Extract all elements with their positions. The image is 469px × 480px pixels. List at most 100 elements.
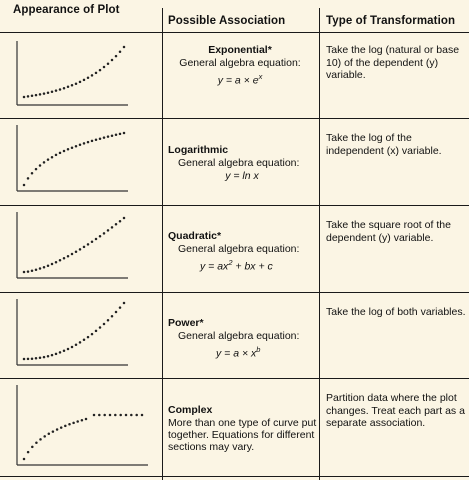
curve-dot: [102, 136, 106, 139]
curve-dot: [26, 177, 30, 180]
equation-text: y = ln x: [225, 170, 259, 182]
curve-dot: [62, 257, 66, 260]
curve-dot: [74, 144, 78, 148]
curve-dot: [22, 183, 26, 187]
curve-dot: [50, 90, 54, 93]
curve-dot: [94, 71, 98, 75]
equation-label: General algebra equation:: [178, 330, 300, 342]
curve-dot: [35, 441, 38, 445]
curve-dot: [50, 262, 54, 266]
curve-dot: [43, 435, 46, 438]
curve-dot: [82, 338, 86, 342]
curve-dot: [103, 413, 106, 417]
logarithmic-plot: [16, 125, 128, 192]
curve-dot: [66, 148, 70, 151]
curve-dot: [114, 54, 118, 58]
curve-dot: [122, 301, 126, 305]
curve-dot: [108, 413, 112, 417]
curve-dot: [72, 421, 75, 425]
table-bottom: [0, 476, 469, 477]
row-divider-1: [0, 118, 469, 119]
equation: y = a × xb: [168, 343, 322, 361]
curve-dot: [50, 155, 54, 159]
curve-dot: [64, 424, 67, 428]
curve-dot: [59, 426, 63, 429]
curve-dot: [119, 413, 122, 417]
equation-suffix: + bx + c: [232, 260, 273, 273]
curve-dot: [82, 142, 86, 145]
curve-dot: [122, 216, 126, 220]
curve-dot: [34, 93, 38, 97]
curve-dot: [34, 357, 38, 360]
curve-dot: [124, 413, 128, 417]
curve-dot: [78, 248, 82, 251]
table-row-complex: Complex More than one type of curve put …: [0, 379, 469, 476]
curve-dot: [98, 137, 102, 140]
curve-dot: [22, 270, 26, 274]
curve-dot: [68, 423, 71, 426]
transformation-text: Take the square root of the dependent (y…: [326, 219, 451, 244]
equation: y = ax2 + bx + c: [168, 256, 322, 274]
curve-dot: [90, 74, 94, 77]
curve-dot: [94, 329, 98, 333]
curve-dot: [84, 417, 88, 421]
association-description: More than one type of curve put together…: [168, 417, 317, 453]
curve-dot: [122, 131, 126, 135]
curve-dot: [90, 139, 94, 143]
equation-text: y = ax: [200, 260, 229, 273]
curve-dot: [46, 158, 50, 161]
curve-dot: [122, 45, 126, 49]
row-divider-4: [0, 378, 469, 379]
curve-dot: [54, 260, 58, 264]
curve-dot: [70, 146, 74, 149]
curve-dot: [78, 341, 82, 344]
equation-label: General algebra equation:: [178, 157, 300, 169]
association-name: Quadratic*: [168, 230, 222, 242]
curve-dot: [90, 332, 94, 336]
curve-dot: [110, 226, 114, 229]
table-row-exponential: Exponential* General algebra equation: y…: [0, 33, 469, 118]
curve-dot: [78, 143, 82, 146]
curve-dot: [114, 133, 118, 136]
curve-dot: [42, 355, 46, 359]
equation-text: y = a × x: [216, 347, 257, 360]
curve-dot: [78, 80, 82, 84]
curve-dot: [110, 314, 114, 318]
curve-dot: [38, 356, 42, 360]
exponential-plot: [16, 41, 128, 106]
header-association: Possible Association: [168, 15, 286, 27]
table-row-logarithmic: Logarithmic General algebra equation: y …: [0, 119, 469, 205]
curve-dot: [51, 430, 55, 433]
curve-dot: [114, 310, 118, 314]
curve-dot: [26, 357, 30, 361]
header-plot: Appearance of Plot: [13, 4, 120, 16]
curve-dot: [106, 318, 110, 322]
curve-dot: [62, 149, 66, 153]
equation-exponent: x: [258, 72, 263, 81]
curve-dot: [54, 153, 58, 157]
curve-dot: [22, 95, 26, 99]
curve-dot: [118, 132, 122, 136]
curve-dot: [90, 240, 94, 243]
curve-dot: [118, 50, 122, 53]
curve-dot: [58, 351, 62, 354]
curve-dot: [54, 352, 58, 356]
curve-dot: [58, 88, 62, 91]
table-row-quadratic: Quadratic* General algebra equation: y =…: [0, 206, 469, 292]
curve-dot: [82, 245, 86, 249]
transformation-text: Take the log of both variables.: [326, 306, 466, 318]
curve-dot: [114, 413, 117, 417]
curve-dot: [74, 250, 78, 254]
curve-dot: [110, 134, 114, 137]
curve-dot: [58, 259, 62, 262]
curve-dot: [30, 357, 34, 360]
curve-dot: [26, 450, 30, 454]
curve-dot: [114, 223, 118, 226]
curve-dot: [98, 413, 101, 417]
curve-dot: [26, 95, 30, 98]
transformation-text: Partition data where the plot changes. T…: [326, 392, 465, 429]
logarithmic-curve-dots: [22, 131, 126, 187]
curve-dot: [58, 151, 62, 155]
curve-dot: [118, 219, 122, 223]
